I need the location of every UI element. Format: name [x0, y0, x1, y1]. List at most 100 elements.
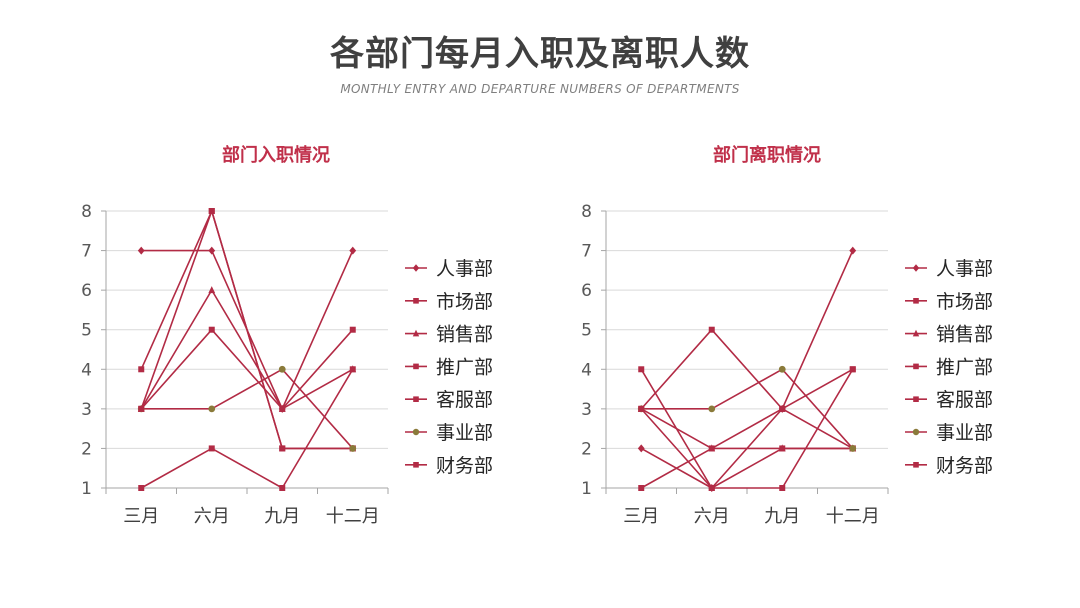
series-line — [140, 368, 354, 489]
legend-marker — [913, 363, 919, 370]
data-point — [778, 444, 786, 452]
entry-series-6 — [138, 326, 356, 412]
data-point — [778, 365, 786, 373]
data-point — [279, 445, 286, 452]
y-tick-label: 8 — [81, 202, 92, 222]
y-tick-label: 6 — [81, 281, 92, 301]
data-point — [708, 445, 715, 452]
x-tick-label: 六月 — [194, 506, 230, 527]
legend-marker — [912, 264, 920, 272]
legend-label: 客服部 — [936, 389, 993, 411]
legend-label: 人事部 — [936, 258, 993, 280]
x-tick-label: 十二月 — [326, 506, 380, 527]
series-line — [641, 368, 854, 449]
y-tick-label: 1 — [81, 479, 92, 499]
data-point — [779, 485, 786, 491]
y-tick-label: 2 — [81, 439, 92, 459]
legend-marker — [412, 428, 420, 436]
legend-item: 销售部 — [405, 324, 493, 346]
legend-marker — [413, 462, 419, 468]
series-line — [640, 408, 853, 450]
legend-marker — [413, 298, 419, 304]
y-tick-label: 7 — [81, 242, 92, 262]
x-tick-label: 三月 — [123, 506, 159, 527]
x-tick-label: 三月 — [623, 506, 659, 527]
series-line — [140, 289, 354, 410]
data-point — [708, 326, 715, 333]
x-tick-label: 六月 — [694, 506, 730, 527]
y-tick-label: 8 — [581, 202, 592, 222]
legend-item: 客服部 — [905, 389, 993, 411]
legend-item: 人事部 — [405, 258, 493, 280]
data-point — [708, 485, 715, 491]
legend-item: 推广部 — [405, 356, 493, 378]
data-point — [208, 208, 215, 214]
departure-series-3 — [638, 366, 856, 491]
x-tick-label: 十二月 — [826, 506, 880, 527]
legend-marker — [913, 396, 919, 402]
legend-item: 销售部 — [905, 324, 993, 346]
legend-marker — [913, 462, 919, 468]
legend-item: 事业部 — [405, 422, 493, 444]
y-tick-label: 4 — [581, 360, 592, 380]
data-point — [208, 445, 215, 452]
departure-series-6 — [638, 366, 856, 491]
legend-item: 市场部 — [405, 291, 493, 313]
legend-label: 事业部 — [436, 422, 493, 444]
legend-label: 客服部 — [436, 389, 493, 411]
data-point — [138, 405, 145, 412]
legend-label: 人事部 — [436, 258, 493, 280]
series-line — [140, 328, 354, 410]
y-tick-label: 1 — [581, 479, 592, 499]
legend-marker — [912, 428, 920, 436]
data-point — [138, 366, 145, 373]
legend-marker — [412, 329, 420, 337]
legend-marker — [913, 298, 919, 304]
x-tick-label: 九月 — [764, 506, 800, 527]
y-tick-label: 2 — [581, 439, 592, 459]
data-point — [349, 326, 356, 333]
legend-item: 推广部 — [905, 356, 993, 378]
legend-marker — [412, 264, 420, 272]
legend-label: 销售部 — [936, 324, 993, 346]
data-point — [349, 246, 357, 255]
legend-marker — [912, 329, 920, 337]
legend-item: 事业部 — [905, 422, 993, 444]
y-tick-label: 6 — [581, 281, 592, 301]
data-point — [208, 326, 215, 333]
page-subtitle: MONTHLY ENTRY AND DEPARTURE NUMBERS OF D… — [340, 82, 740, 96]
data-point — [137, 246, 145, 255]
data-point — [638, 405, 645, 412]
data-point — [849, 445, 857, 452]
data-point — [208, 246, 216, 255]
page-title: 各部门每月入职及离职人数 — [330, 34, 750, 74]
data-point — [138, 485, 145, 491]
data-point — [849, 246, 857, 255]
legend-label: 推广部 — [436, 356, 493, 378]
legend-label: 财务部 — [436, 455, 493, 477]
data-point — [208, 405, 216, 413]
y-tick-label: 3 — [81, 400, 92, 420]
legend-item: 财务部 — [905, 455, 993, 477]
legend-label: 事业部 — [936, 422, 993, 444]
data-point — [349, 445, 357, 452]
legend-label: 推广部 — [936, 356, 993, 378]
data-point — [638, 485, 645, 491]
data-point — [278, 365, 286, 373]
y-tick-label: 3 — [581, 400, 592, 420]
legend-label: 市场部 — [436, 291, 493, 313]
data-point — [279, 405, 286, 412]
legend-item: 人事部 — [905, 258, 993, 280]
legend-marker — [413, 363, 419, 370]
legend-item: 客服部 — [405, 389, 493, 411]
legend-item: 财务部 — [405, 455, 493, 477]
departure-chart-title: 部门离职情况 — [713, 145, 821, 166]
series-line — [141, 368, 354, 449]
data-point — [779, 405, 786, 412]
entry-series-5 — [137, 365, 357, 452]
y-tick-label: 5 — [581, 321, 592, 341]
data-point — [349, 366, 356, 373]
data-point — [708, 405, 716, 413]
